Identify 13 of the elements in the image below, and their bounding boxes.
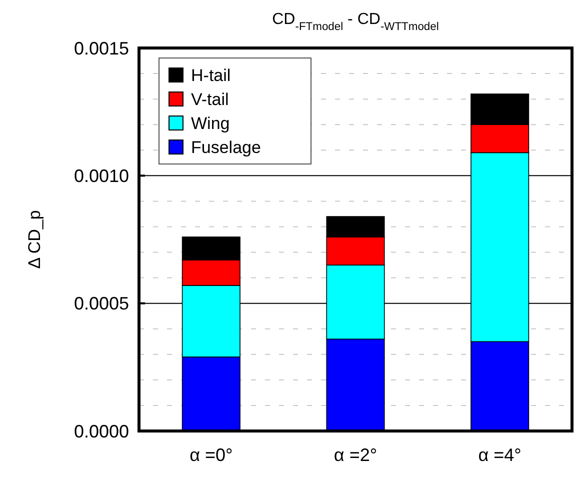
legend-label: H-tail xyxy=(191,66,231,85)
legend-label: V-tail xyxy=(191,90,229,109)
x-tick-label: α =0° xyxy=(190,445,233,465)
y-tick-label: 0.0015 xyxy=(74,38,129,58)
y-tick-label: 0.0010 xyxy=(74,166,129,186)
x-tick-label: α =4° xyxy=(478,445,522,465)
chart-title: CD$_{-FTmodel}$ - CD$_{-WTTmodel}$ xyxy=(272,11,439,33)
text: 0.0000 xyxy=(74,421,129,442)
x-tick-label: α =2° xyxy=(334,445,378,465)
y-axis-title: Δ CD_p xyxy=(25,210,44,269)
legend-label: Wing xyxy=(191,114,230,133)
y-tick-label: 0.0005 xyxy=(74,294,129,314)
legend-label: Fuselage xyxy=(191,138,261,157)
